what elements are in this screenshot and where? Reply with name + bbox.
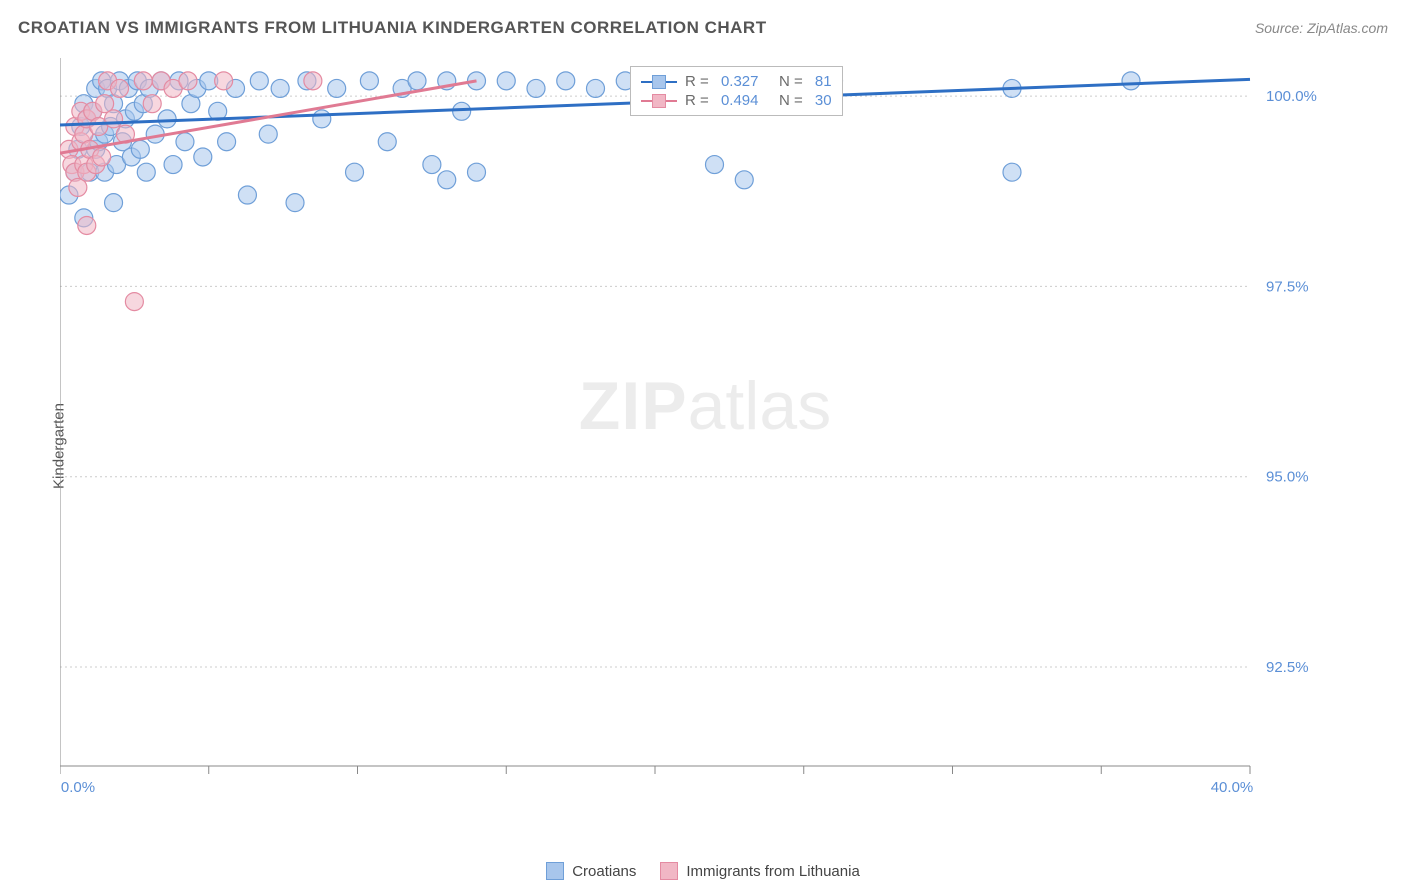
scatter-point xyxy=(105,194,123,212)
series-legend: Croatians Immigrants from Lithuania xyxy=(0,862,1406,880)
scatter-point xyxy=(143,95,161,113)
scatter-point xyxy=(378,133,396,151)
scatter-point xyxy=(706,156,724,174)
scatter-point xyxy=(105,110,123,128)
scatter-point xyxy=(1003,163,1021,181)
scatter-point xyxy=(557,72,575,90)
legend-swatch-icon xyxy=(660,862,678,880)
legend-swatch-icon xyxy=(546,862,564,880)
x-tick-label: 0.0% xyxy=(61,779,95,796)
scatter-point xyxy=(360,72,378,90)
scatter-point xyxy=(438,171,456,189)
scatter-point xyxy=(423,156,441,174)
scatter-point xyxy=(179,72,197,90)
scatter-point xyxy=(111,79,129,97)
scatter-point xyxy=(527,79,545,97)
scatter-point xyxy=(137,163,155,181)
chart-area: 92.5%95.0%97.5%100.0%0.0%40.0% ZIPatlas … xyxy=(60,58,1350,798)
chart-title: CROATIAN VS IMMIGRANTS FROM LITHUANIA KI… xyxy=(18,18,767,38)
scatter-point xyxy=(176,133,194,151)
chart-header: CROATIAN VS IMMIGRANTS FROM LITHUANIA KI… xyxy=(18,18,1388,38)
scatter-point xyxy=(194,148,212,166)
scatter-point xyxy=(259,125,277,143)
legend-n-label: N = xyxy=(766,73,806,90)
scatter-point xyxy=(313,110,331,128)
legend-item-label: Immigrants from Lithuania xyxy=(686,863,859,880)
scatter-point xyxy=(250,72,268,90)
scatter-point xyxy=(286,194,304,212)
chart-source: Source: ZipAtlas.com xyxy=(1255,20,1388,36)
scatter-point xyxy=(131,140,149,158)
scatter-point xyxy=(164,156,182,174)
legend-item: Immigrants from Lithuania xyxy=(660,862,859,880)
legend-swatch-icon xyxy=(641,75,677,89)
scatter-point xyxy=(158,110,176,128)
legend-row: R = 0.327 N = 81 xyxy=(641,73,832,90)
y-tick-label: 100.0% xyxy=(1266,88,1317,105)
scatter-point xyxy=(468,163,486,181)
legend-row: R = 0.494 N = 30 xyxy=(641,92,832,109)
legend-r-value: 0.494 xyxy=(721,92,759,109)
scatter-point xyxy=(215,72,233,90)
scatter-point xyxy=(93,148,111,166)
scatter-point xyxy=(587,79,605,97)
scatter-plot: 92.5% 95.0% 97.5% 100.0% 0.0% 40.0% xyxy=(60,58,1350,798)
y-tick-label: 97.5% xyxy=(1266,278,1309,295)
scatter-point xyxy=(125,293,143,311)
y-tick-label: 95.0% xyxy=(1266,469,1309,486)
legend-item: Croatians xyxy=(546,862,636,880)
legend-item-label: Croatians xyxy=(572,863,636,880)
legend-swatch-icon xyxy=(641,94,677,108)
correlation-legend: R = 0.327 N = 81R = 0.494 N = 30 xyxy=(630,66,843,116)
scatter-point xyxy=(218,133,236,151)
legend-r-label: R = xyxy=(685,92,713,109)
scatter-point xyxy=(1122,72,1140,90)
scatter-point xyxy=(271,79,289,97)
x-tick-label: 40.0% xyxy=(1211,779,1254,796)
legend-n-label: N = xyxy=(766,92,806,109)
scatter-point xyxy=(497,72,515,90)
scatter-point xyxy=(78,216,96,234)
scatter-point xyxy=(238,186,256,204)
scatter-point xyxy=(408,72,426,90)
scatter-point xyxy=(304,72,322,90)
legend-n-value: 81 xyxy=(815,73,832,90)
legend-r-value: 0.327 xyxy=(721,73,759,90)
legend-n-value: 30 xyxy=(815,92,832,109)
scatter-point xyxy=(346,163,364,181)
scatter-point xyxy=(328,79,346,97)
scatter-point xyxy=(134,72,152,90)
y-tick-label: 92.5% xyxy=(1266,659,1309,676)
legend-r-label: R = xyxy=(685,73,713,90)
scatter-point xyxy=(735,171,753,189)
